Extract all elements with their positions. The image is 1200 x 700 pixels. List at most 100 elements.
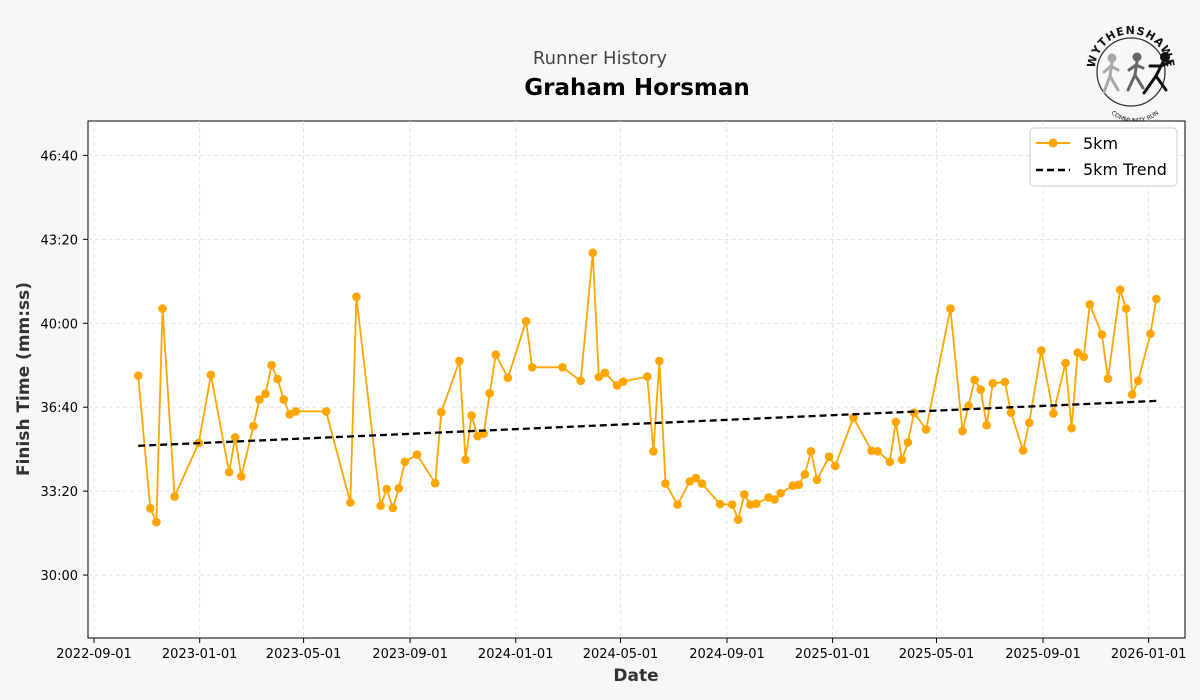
data-point-5km	[376, 501, 385, 511]
data-point-5km	[382, 484, 392, 494]
x-tick-label: 2023-01-01	[162, 647, 238, 662]
data-point-5km	[697, 479, 707, 488]
data-point-5km	[394, 483, 404, 493]
data-point-5km	[588, 248, 598, 258]
data-point-5km	[1152, 294, 1161, 304]
data-point-5km	[206, 370, 216, 380]
page-subtitle: Runner History	[533, 48, 668, 69]
data-point-5km	[467, 411, 476, 420]
x-tick-label: 2023-09-01	[372, 647, 448, 662]
data-point-5km	[897, 455, 907, 465]
data-point-5km	[770, 495, 779, 504]
data-point-5km	[1049, 409, 1058, 418]
data-point-5km	[824, 452, 834, 462]
data-point-5km	[673, 500, 682, 509]
data-point-5km	[1127, 390, 1137, 399]
y-tick-label: 36:40	[41, 401, 78, 416]
data-point-5km	[970, 375, 979, 385]
data-point-5km	[1115, 285, 1125, 295]
data-point-5km	[655, 356, 664, 366]
data-point-5km	[485, 389, 495, 398]
data-point-5km	[352, 292, 361, 302]
data-point-5km	[291, 407, 301, 416]
y-tick-label: 33:20	[41, 485, 78, 500]
data-point-5km	[964, 401, 973, 411]
data-point-5km	[230, 433, 240, 442]
data-point-5km	[255, 395, 264, 404]
data-point-5km	[1133, 376, 1143, 386]
data-point-5km	[649, 447, 658, 456]
legend-label-trend: 5km Trend	[1083, 160, 1167, 179]
data-point-5km	[400, 457, 410, 467]
x-axis-label: Date	[613, 666, 658, 686]
data-point-5km	[830, 461, 840, 471]
legend: 5km 5km Trend	[1029, 127, 1178, 187]
data-point-5km	[946, 304, 955, 313]
data-point-5km	[600, 368, 610, 378]
data-point-5km	[437, 407, 446, 417]
data-point-5km	[461, 455, 470, 465]
data-point-5km	[733, 515, 743, 524]
data-point-5km	[806, 447, 816, 456]
x-tick-label: 2026-01-01	[1111, 647, 1187, 662]
data-point-5km	[170, 492, 179, 501]
data-point-5km	[812, 475, 822, 485]
x-tick-label: 2024-09-01	[689, 647, 765, 662]
data-point-5km	[152, 517, 161, 527]
data-point-5km	[388, 503, 398, 513]
data-point-5km	[691, 473, 701, 483]
x-tick-label: 2024-05-01	[583, 647, 659, 662]
data-point-5km	[618, 377, 628, 386]
data-point-5km	[643, 372, 652, 381]
y-tick-label: 40:00	[41, 317, 78, 332]
data-point-5km	[1097, 330, 1107, 339]
x-tick-label: 2023-05-01	[266, 647, 342, 662]
page-title: Graham Horsman	[524, 75, 750, 101]
data-point-5km	[321, 407, 331, 416]
data-point-5km	[594, 372, 604, 382]
data-point-5km	[1085, 300, 1095, 309]
x-tick-label: 2025-05-01	[899, 647, 975, 662]
data-point-5km	[1061, 358, 1070, 368]
data-point-5km	[794, 480, 804, 490]
data-point-5km	[903, 438, 913, 447]
y-tick-label: 43:20	[41, 233, 78, 248]
data-point-5km	[988, 379, 998, 388]
x-tick-label: 2025-09-01	[1005, 647, 1081, 662]
data-point-5km	[800, 470, 810, 479]
data-point-5km	[982, 420, 991, 430]
data-point-5km	[1121, 304, 1131, 313]
data-point-5km	[1024, 418, 1034, 428]
data-point-5km	[885, 457, 895, 467]
data-point-5km	[727, 500, 737, 509]
data-point-5km	[491, 350, 501, 360]
data-point-5km	[249, 421, 258, 431]
data-point-5km	[776, 488, 785, 498]
data-point-5km	[576, 376, 585, 386]
data-point-5km	[261, 389, 270, 399]
legend-marker-5km	[1048, 138, 1058, 148]
data-point-5km	[279, 395, 289, 404]
data-point-5km	[158, 304, 167, 313]
data-point-5km	[752, 499, 761, 509]
data-point-5km	[1073, 348, 1082, 357]
data-point-5km	[1000, 377, 1010, 387]
y-tick-label: 46:40	[41, 149, 78, 164]
data-point-5km	[558, 363, 567, 372]
data-point-5km	[527, 363, 537, 372]
data-point-5km	[1018, 446, 1028, 455]
data-point-5km	[237, 472, 246, 481]
data-point-5km	[146, 504, 155, 513]
series-layer	[133, 248, 1161, 527]
data-point-5km	[430, 478, 440, 488]
y-tick-label: 30:00	[41, 569, 78, 584]
grid	[88, 121, 1185, 638]
y-axis: 30:00 33:20 36:40 40:00 43:20 46:40	[41, 149, 88, 584]
data-point-5km	[891, 417, 901, 427]
data-point-5km	[1079, 352, 1088, 362]
data-point-5km	[740, 490, 749, 499]
data-point-5km	[521, 316, 531, 326]
legend-label-5km: 5km	[1083, 134, 1118, 153]
data-point-5km	[1067, 423, 1076, 433]
